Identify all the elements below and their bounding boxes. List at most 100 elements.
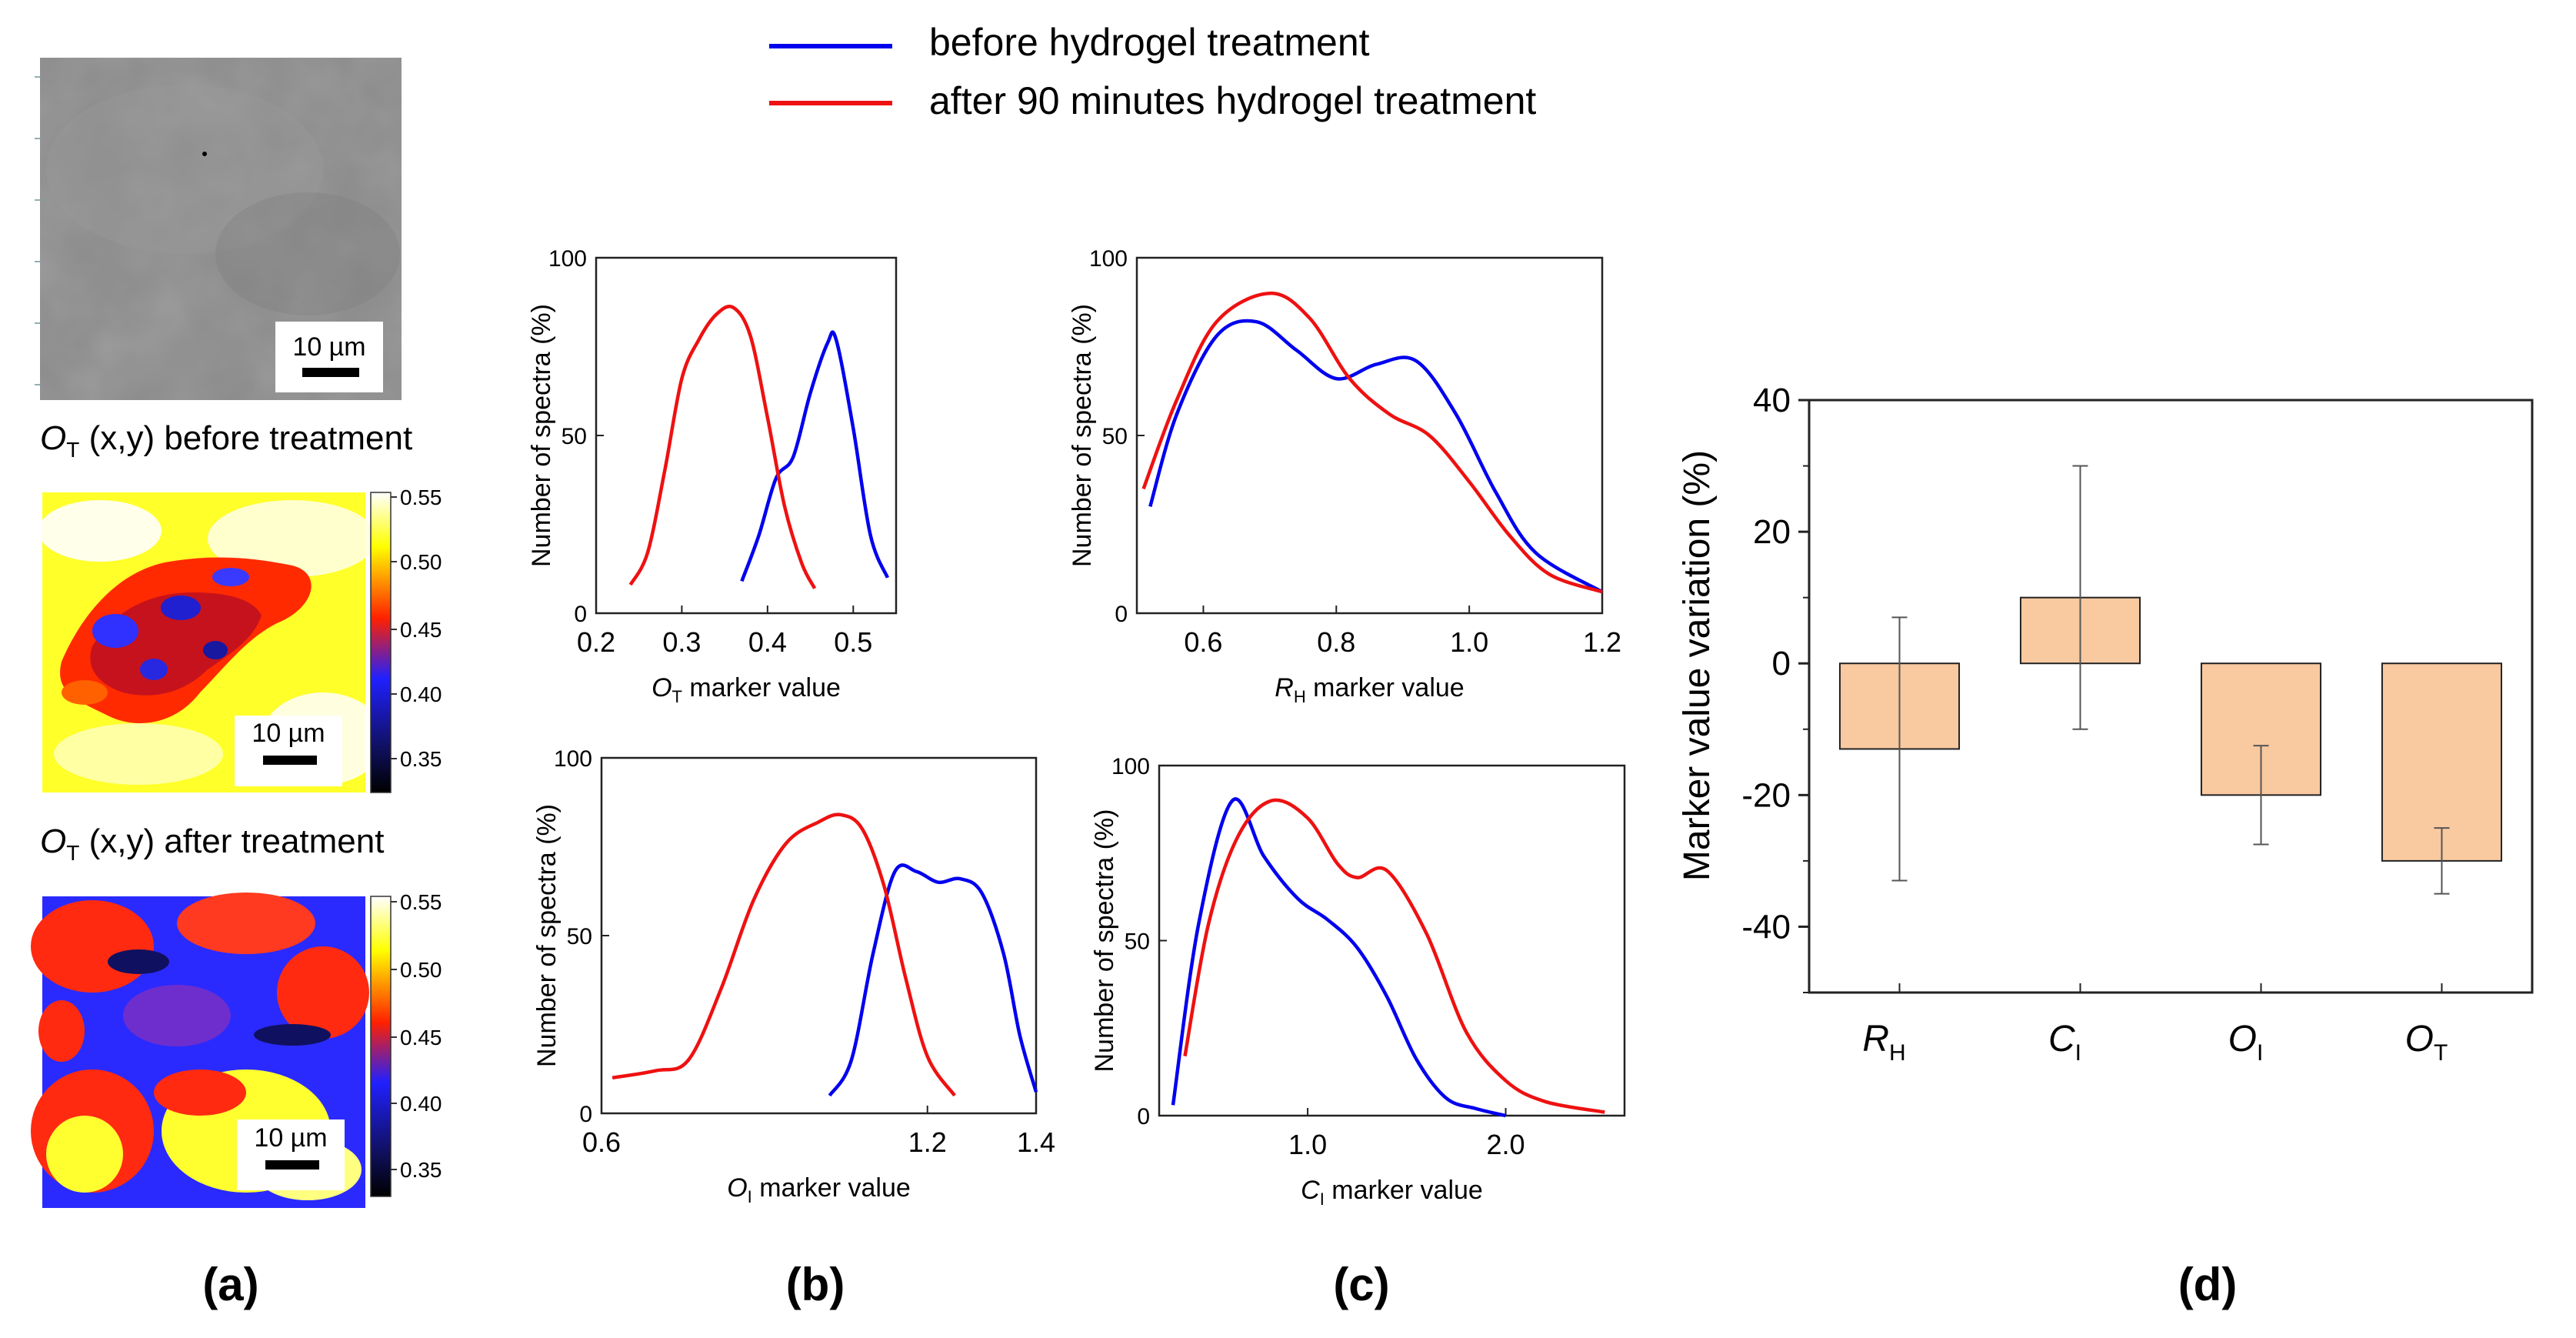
x-tick-label: RH: [1862, 1019, 1905, 1066]
x-axis-label: OT marker value: [651, 673, 841, 706]
y-tick-label: 0: [1772, 645, 1791, 682]
plot-frame: [1808, 399, 2534, 994]
x-tick-label: 0.3: [662, 626, 701, 658]
x-tick-label: 0.2: [577, 626, 615, 658]
x-axis-label: OI marker value: [727, 1173, 911, 1206]
ot-map-before: 10 µm: [38, 492, 385, 792]
chart-oi: 0 50 100 0.6 1.2 1.4 Number of spectra (%) OI m…: [532, 746, 1055, 1206]
scale-bar-box: [235, 716, 342, 786]
x-axis-label: CI marker value: [1301, 1176, 1483, 1209]
plot-frame: [600, 756, 1038, 1115]
y-tick-label: 0: [579, 1102, 592, 1127]
y-tick-label: 50: [567, 924, 592, 949]
y-tick-label: 0: [1137, 1104, 1150, 1129]
y-tick-label: 100: [1089, 246, 1128, 272]
plot-frame: [595, 256, 898, 615]
series-line-after: [628, 304, 817, 589]
x-axis-label-subscript: I: [748, 1187, 752, 1206]
x-axis-label-symbol: O: [727, 1173, 747, 1203]
y-tick-label: 50: [1102, 424, 1128, 449]
x-axis-label-text: marker value: [752, 1173, 911, 1203]
panel-label-c: (c): [1333, 1259, 1389, 1310]
scale-bar-label: 10 µm: [252, 719, 325, 748]
scale-bar-label: 10 µm: [292, 332, 365, 362]
series-line-before: [1171, 797, 1507, 1118]
panel-label-b: (b): [786, 1259, 845, 1310]
category-subscript: T: [2434, 1040, 2448, 1066]
category-symbol: C: [2048, 1019, 2075, 1059]
x-axis-label-symbol: O: [651, 673, 671, 702]
x-tick-label: 0.8: [1317, 626, 1355, 658]
y-tick-label: 100: [1111, 754, 1150, 779]
series-line-after: [612, 812, 956, 1097]
scale-bar-box: [237, 1119, 345, 1190]
colorbar-tick: 0.55: [400, 485, 442, 509]
x-tick-label: OI: [2228, 1019, 2264, 1066]
colorbar-tick: 0.55: [400, 890, 442, 914]
x-axis-label-text: marker value: [1306, 673, 1465, 702]
colorbar-tick: 0.50: [400, 550, 442, 574]
category-symbol: O: [2228, 1019, 2257, 1059]
x-tick-label: CI: [2048, 1019, 2081, 1066]
colorbar-tick: 0.50: [400, 958, 442, 982]
colorbar-after: 0.55 0.50 0.45 0.40 0.35: [370, 890, 442, 1197]
x-tick-label: 1.0: [1450, 626, 1488, 658]
charts: 0 50 100 0.2 0.3 0.4 0.5 Number of spectra (%) O…: [527, 246, 2534, 1209]
x-tick-label: 1.4: [1017, 1126, 1055, 1158]
colorbar-before: 0.55 0.50 0.45 0.40 0.35: [370, 485, 442, 793]
colorbar-tick: 0.40: [400, 1092, 442, 1116]
chart-ci: 0 50 100 1.0 2.0 Number of spectra (%) CI mark…: [1090, 754, 1626, 1209]
ot-map-after: 10 µm: [31, 893, 369, 1208]
legend-after-label: after 90 minutes hydrogel treatment: [929, 79, 1536, 122]
series-line-before: [1148, 319, 1604, 594]
x-tick-label: 0.5: [834, 626, 872, 658]
x-axis-label-subscript: T: [672, 687, 682, 706]
x-axis-label-symbol: R: [1275, 673, 1294, 702]
y-tick-label: 0: [574, 602, 587, 627]
map-before-title: OT (x,y) before treatment: [40, 419, 412, 462]
x-tick-label: 0.4: [748, 626, 787, 658]
y-tick-label: 100: [554, 746, 592, 772]
series-line-before: [828, 863, 1038, 1097]
y-tick-label: 20: [1753, 513, 1791, 551]
x-axis-label-subscript: I: [1320, 1190, 1325, 1209]
category-subscript: I: [2257, 1040, 2263, 1066]
y-tick-label: 40: [1753, 382, 1791, 419]
y-axis-label: Number of spectra (%): [1090, 809, 1119, 1073]
legend-before-label: before hydrogel treatment: [929, 21, 1370, 64]
x-tick-label: 1.0: [1288, 1129, 1327, 1160]
x-tick-label: 1.2: [1583, 626, 1621, 658]
series-line-before: [740, 330, 889, 582]
x-tick-label: OT: [2405, 1019, 2448, 1066]
scale-bar-label: 10 µm: [254, 1123, 327, 1153]
colorbar-tick: 0.35: [400, 1158, 442, 1182]
x-tick-label: 0.6: [582, 1126, 621, 1158]
category-symbol: O: [2405, 1019, 2434, 1059]
y-axis-label: Number of spectra (%): [532, 804, 562, 1067]
chart-marker-variation: 40 20 0 -20 -40 Marker value variation (%) RH C…: [1677, 382, 2534, 1066]
y-axis-label: Marker value variation (%): [1677, 450, 1718, 881]
panel-label-a: (a): [202, 1259, 258, 1310]
x-tick-label: 2.0: [1487, 1129, 1525, 1160]
colorbar-tick: 0.40: [400, 682, 442, 706]
x-axis-label-text: marker value: [1325, 1176, 1483, 1205]
optical-image: 10 µm: [35, 58, 402, 400]
x-tick-label: 1.2: [908, 1126, 947, 1158]
x-axis-label: RH marker value: [1275, 673, 1464, 706]
scale-bar: [263, 756, 317, 765]
colorbar-tick: 0.45: [400, 1026, 442, 1049]
y-axis-label: Number of spectra (%): [1068, 304, 1097, 567]
y-axis-label: Number of spectra (%): [527, 304, 556, 567]
panel-a: 10 µm OT (x,y) before treatment: [31, 58, 442, 1208]
map-after-title: OT (x,y) after treatment: [40, 822, 384, 865]
series-line-after: [1141, 291, 1603, 594]
scale-bar: [302, 368, 359, 377]
y-tick-label: 0: [1115, 602, 1128, 627]
y-tick-label: 50: [562, 424, 587, 449]
y-tick-label: -20: [1741, 776, 1791, 814]
colorbar-tick: 0.45: [400, 618, 442, 642]
x-axis-label-text: marker value: [682, 673, 841, 702]
y-tick-label: 100: [548, 246, 587, 272]
plot-frame: [1158, 764, 1626, 1117]
